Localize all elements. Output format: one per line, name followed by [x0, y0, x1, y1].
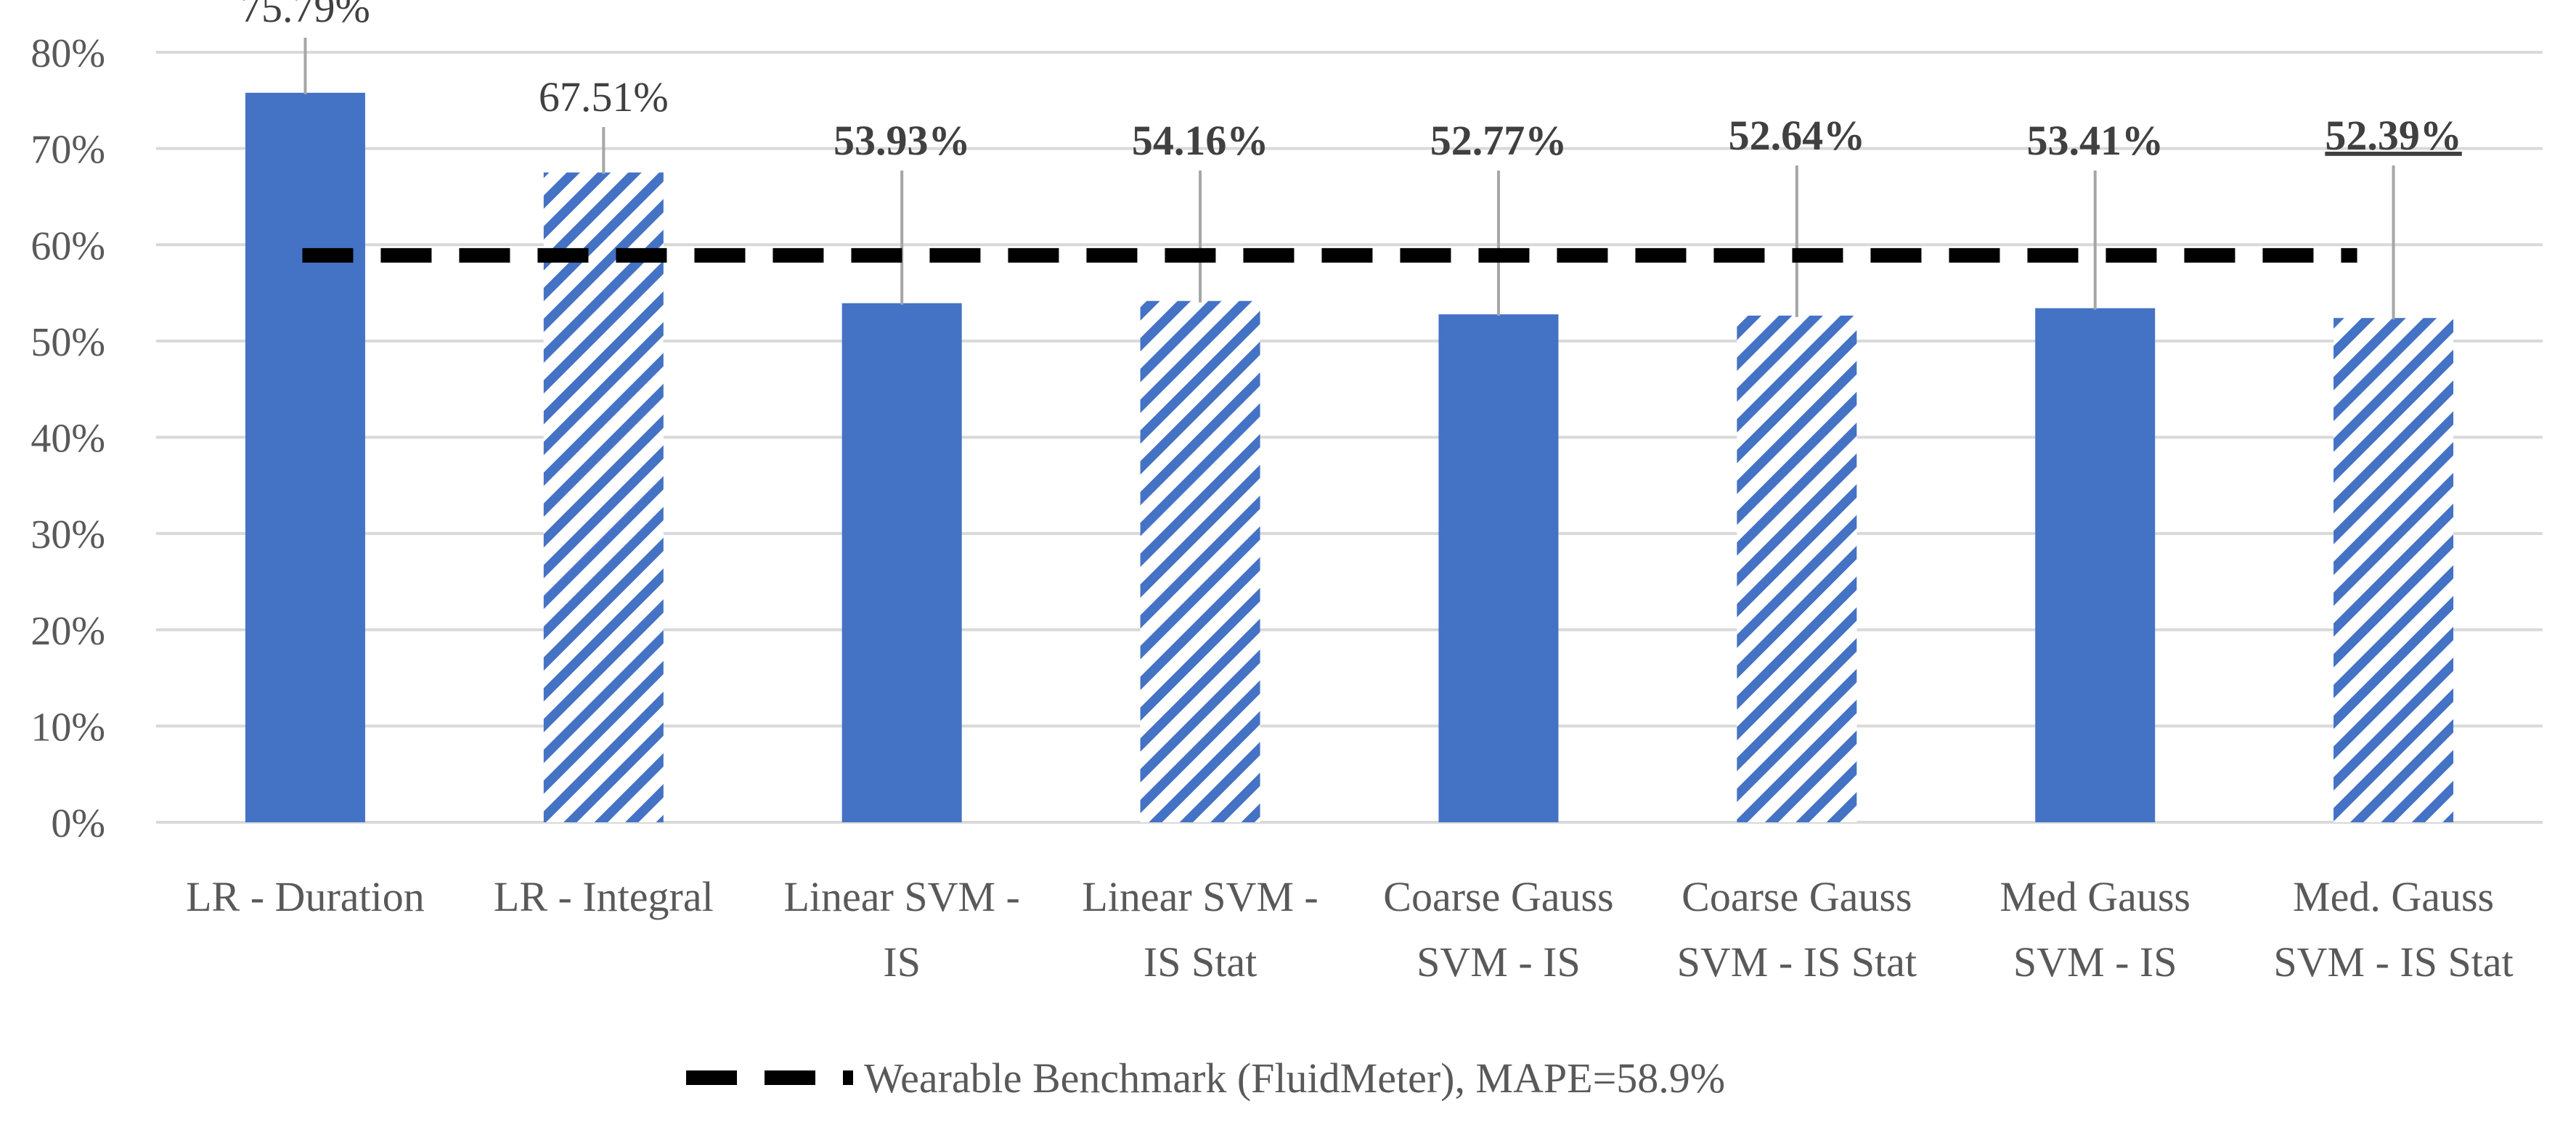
y-tick-label: 0% — [51, 801, 105, 846]
bars — [245, 92, 2454, 822]
data-label: 52.64% — [1729, 112, 1866, 159]
category-label: LR - Duration — [186, 873, 425, 920]
bar — [245, 92, 365, 822]
category-label: Coarse Gauss — [1682, 873, 1912, 920]
category-label: IS — [883, 938, 921, 986]
category-label: Med Gauss — [2000, 873, 2190, 920]
category-label: Linear SVM - — [1082, 873, 1318, 920]
y-tick-label: 20% — [30, 609, 105, 654]
category-label: SVM - IS — [1417, 938, 1581, 986]
bar — [2334, 318, 2454, 822]
bar — [1438, 314, 1559, 822]
category-label: SVM - IS — [2013, 938, 2177, 986]
bar — [543, 172, 664, 822]
bar — [841, 303, 962, 822]
y-tick-label: 40% — [30, 417, 105, 462]
y-tick-label: 10% — [30, 705, 105, 750]
category-label: Linear SVM - — [784, 873, 1020, 920]
bar — [2035, 308, 2156, 822]
label-leader-lines — [303, 38, 2395, 320]
bar — [1737, 315, 1857, 822]
y-axis-ticks: 0% 10% 20% 30% 40% 50% 60% 70% 80% — [30, 31, 105, 846]
data-label: 53.93% — [833, 117, 971, 164]
category-label: LR - Integral — [494, 873, 714, 920]
data-label: 52.39% — [2325, 112, 2462, 159]
data-label: 54.16% — [1132, 117, 1269, 164]
category-label: Coarse Gauss — [1383, 873, 1613, 920]
x-axis-categories: LR - Duration LR - Integral Linear SVM - IS… — [186, 873, 2514, 986]
data-label: 53.41% — [2026, 117, 2164, 164]
y-tick-label: 80% — [30, 31, 105, 76]
category-label: Med. Gauss — [2293, 873, 2494, 920]
category-label: SVM - IS Stat — [1677, 938, 1917, 986]
y-tick-label: 30% — [30, 512, 105, 557]
y-tick-label: 60% — [30, 224, 105, 269]
legend: Wearable Benchmark (FluidMeter), MAPE=58… — [686, 1055, 1725, 1102]
data-labels: 75.79% 67.51% 53.93% 54.16% 52.77% 52.64% 53.4… — [240, 0, 2462, 164]
bar — [1140, 300, 1260, 822]
category-label: IS Stat — [1144, 938, 1257, 986]
gridlines — [156, 51, 2543, 824]
y-tick-label: 70% — [30, 128, 105, 173]
data-label: 52.77% — [1430, 117, 1568, 164]
legend-label-benchmark: Wearable Benchmark (FluidMeter), MAPE=58… — [864, 1055, 1725, 1102]
data-label: 75.79% — [240, 0, 370, 31]
y-tick-label: 50% — [30, 320, 105, 365]
category-label: SVM - IS Stat — [2273, 938, 2513, 986]
data-label: 67.51% — [539, 73, 669, 120]
